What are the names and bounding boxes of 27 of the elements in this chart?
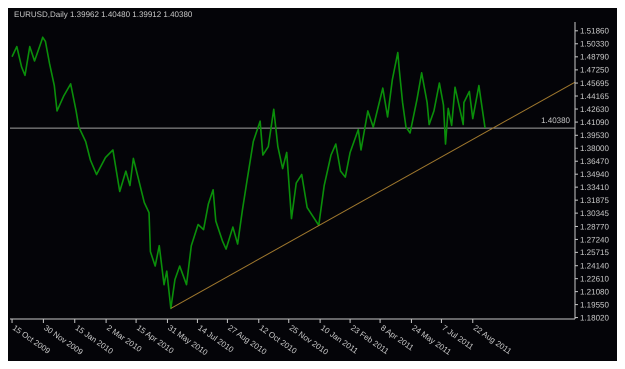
line-series [11,36,486,310]
y-tick-label: 1.41090 [580,118,610,127]
y-tick-label: 1.25715 [580,248,610,258]
y-tick-label: 1.34940 [580,170,610,180]
x-tick-label: 22 Aug 2011 [472,323,514,356]
ref-line-label: 1.40380 [541,116,571,126]
chart-title: EURUSD,Daily 1.39962 1.40480 1.39912 1.40380 [14,10,192,19]
y-tick-label: 1.28770 [580,222,610,232]
y-tick-label: 1.27240 [580,235,610,244]
y-tick-label: 1.39530 [580,131,610,140]
y-tick-label: 1.47250 [580,66,610,75]
y-tick-label: 1.42630 [580,104,610,114]
y-tick-label: 1.19550 [580,300,610,310]
y-tick-label: 1.38000 [580,144,610,154]
y-tick-label: 1.24140 [580,262,610,271]
y-tick-label: 1.48790 [580,52,610,62]
y-tick-label: 1.21080 [580,287,610,296]
y-tick-label: 1.31875 [580,196,610,205]
y-tick-label: 1.44165 [580,92,610,101]
y-tick-label: 1.33410 [580,182,610,192]
y-tick-label: 1.45695 [580,78,610,88]
y-tick-label: 1.18020 [580,313,610,322]
y-tick-label: 1.51860 [580,26,610,36]
y-tick-label: 1.22610 [580,274,610,284]
y-tick-label: 1.36470 [580,157,610,166]
y-tick-label: 1.50330 [580,40,610,49]
y-tick-label: 1.30345 [580,208,610,218]
